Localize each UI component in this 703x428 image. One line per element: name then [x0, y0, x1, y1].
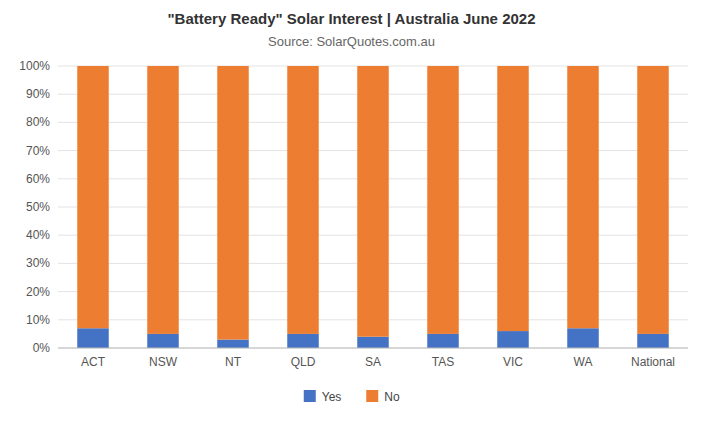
- y-tick-label: 10%: [26, 313, 50, 327]
- bar-segment: [77, 328, 109, 348]
- legend: Yes No: [304, 390, 400, 404]
- bar-segment: [217, 340, 249, 348]
- bar-segment: [357, 337, 389, 348]
- bar-segment: [497, 331, 529, 348]
- x-tick-label: National: [631, 355, 675, 369]
- y-tick-label: 70%: [26, 144, 50, 158]
- y-axis: 0% 10% 20% 30% 40% 50% 60% 70% 80% 90% 100%: [19, 59, 50, 355]
- y-tick-label: 40%: [26, 228, 50, 242]
- x-tick-label: TAS: [432, 355, 454, 369]
- legend-swatch: [304, 390, 316, 402]
- legend-swatch: [366, 390, 378, 402]
- bar-segment: [497, 66, 529, 331]
- title: "Battery Ready" Solar Interest | Austral…: [167, 10, 535, 27]
- chart: "Battery Ready" Solar Interest | Austral…: [0, 0, 703, 428]
- y-tick-label: 80%: [26, 115, 50, 129]
- y-tick-label: 60%: [26, 172, 50, 186]
- legend-label: Yes: [322, 390, 342, 404]
- grid: [58, 66, 688, 348]
- x-axis: ACT NSW NT QLD SA TAS VIC WA National: [58, 348, 688, 369]
- y-tick-label: 90%: [26, 87, 50, 101]
- bar-segment: [567, 66, 599, 328]
- background: [0, 0, 703, 428]
- y-tick-label: 100%: [19, 59, 50, 73]
- bar-segment: [637, 66, 669, 334]
- y-tick-label: 20%: [26, 285, 50, 299]
- bar-segment: [287, 334, 319, 348]
- x-tick-label: ACT: [81, 355, 106, 369]
- grid-line: [58, 348, 688, 349]
- bar-segment: [287, 66, 319, 334]
- y-tick-label: 50%: [26, 200, 50, 214]
- bar-segment: [217, 66, 249, 340]
- y-tick-label: 0%: [33, 341, 51, 355]
- bar-segment: [77, 66, 109, 328]
- x-axis-line: [58, 348, 688, 349]
- x-tick-label: WA: [574, 355, 593, 369]
- bar-segment: [147, 66, 179, 334]
- bar-segment: [567, 328, 599, 348]
- x-tick-label: NSW: [149, 355, 178, 369]
- bar-segment: [147, 334, 179, 348]
- x-tick-label: QLD: [291, 355, 316, 369]
- bar-segment: [427, 334, 459, 348]
- bar-segment: [637, 334, 669, 348]
- y-tick-label: 30%: [26, 256, 50, 270]
- x-tick-label: NT: [225, 355, 242, 369]
- bars: [77, 66, 669, 348]
- x-tick-label: VIC: [503, 355, 523, 369]
- legend-label: No: [384, 390, 400, 404]
- bar-segment: [427, 66, 459, 334]
- x-tick-label: SA: [365, 355, 381, 369]
- subtitle: Source: SolarQuotes.com.au: [268, 34, 435, 49]
- bar-segment: [357, 66, 389, 337]
